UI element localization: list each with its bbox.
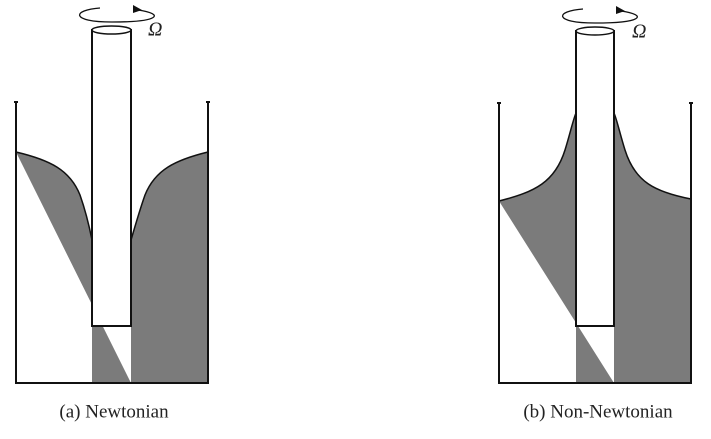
- omega-label: Ω: [148, 19, 162, 41]
- fluid: [16, 152, 208, 383]
- rod-top: [91, 25, 132, 35]
- rod-top: [575, 26, 615, 36]
- fluid-surface: [15, 151, 209, 241]
- rotation-arrow: [79, 7, 155, 23]
- caption: (b) Non-Newtonian: [523, 401, 673, 422]
- fluid-surface: [498, 112, 692, 202]
- arrow-head: [133, 5, 142, 13]
- rotation-arrow: [562, 8, 638, 24]
- container: [14, 101, 210, 384]
- arrow-head: [616, 6, 625, 14]
- caption: (a) Newtonian: [59, 401, 169, 422]
- rod: [575, 30, 615, 327]
- rod: [91, 29, 132, 327]
- omega-label: Ω: [632, 21, 646, 43]
- panel-non-newtonian: Ω (b) Non-Newtonian: [497, 6, 693, 422]
- container: [497, 102, 693, 384]
- panel-newtonian: Ω (a) Newtonian: [14, 5, 210, 422]
